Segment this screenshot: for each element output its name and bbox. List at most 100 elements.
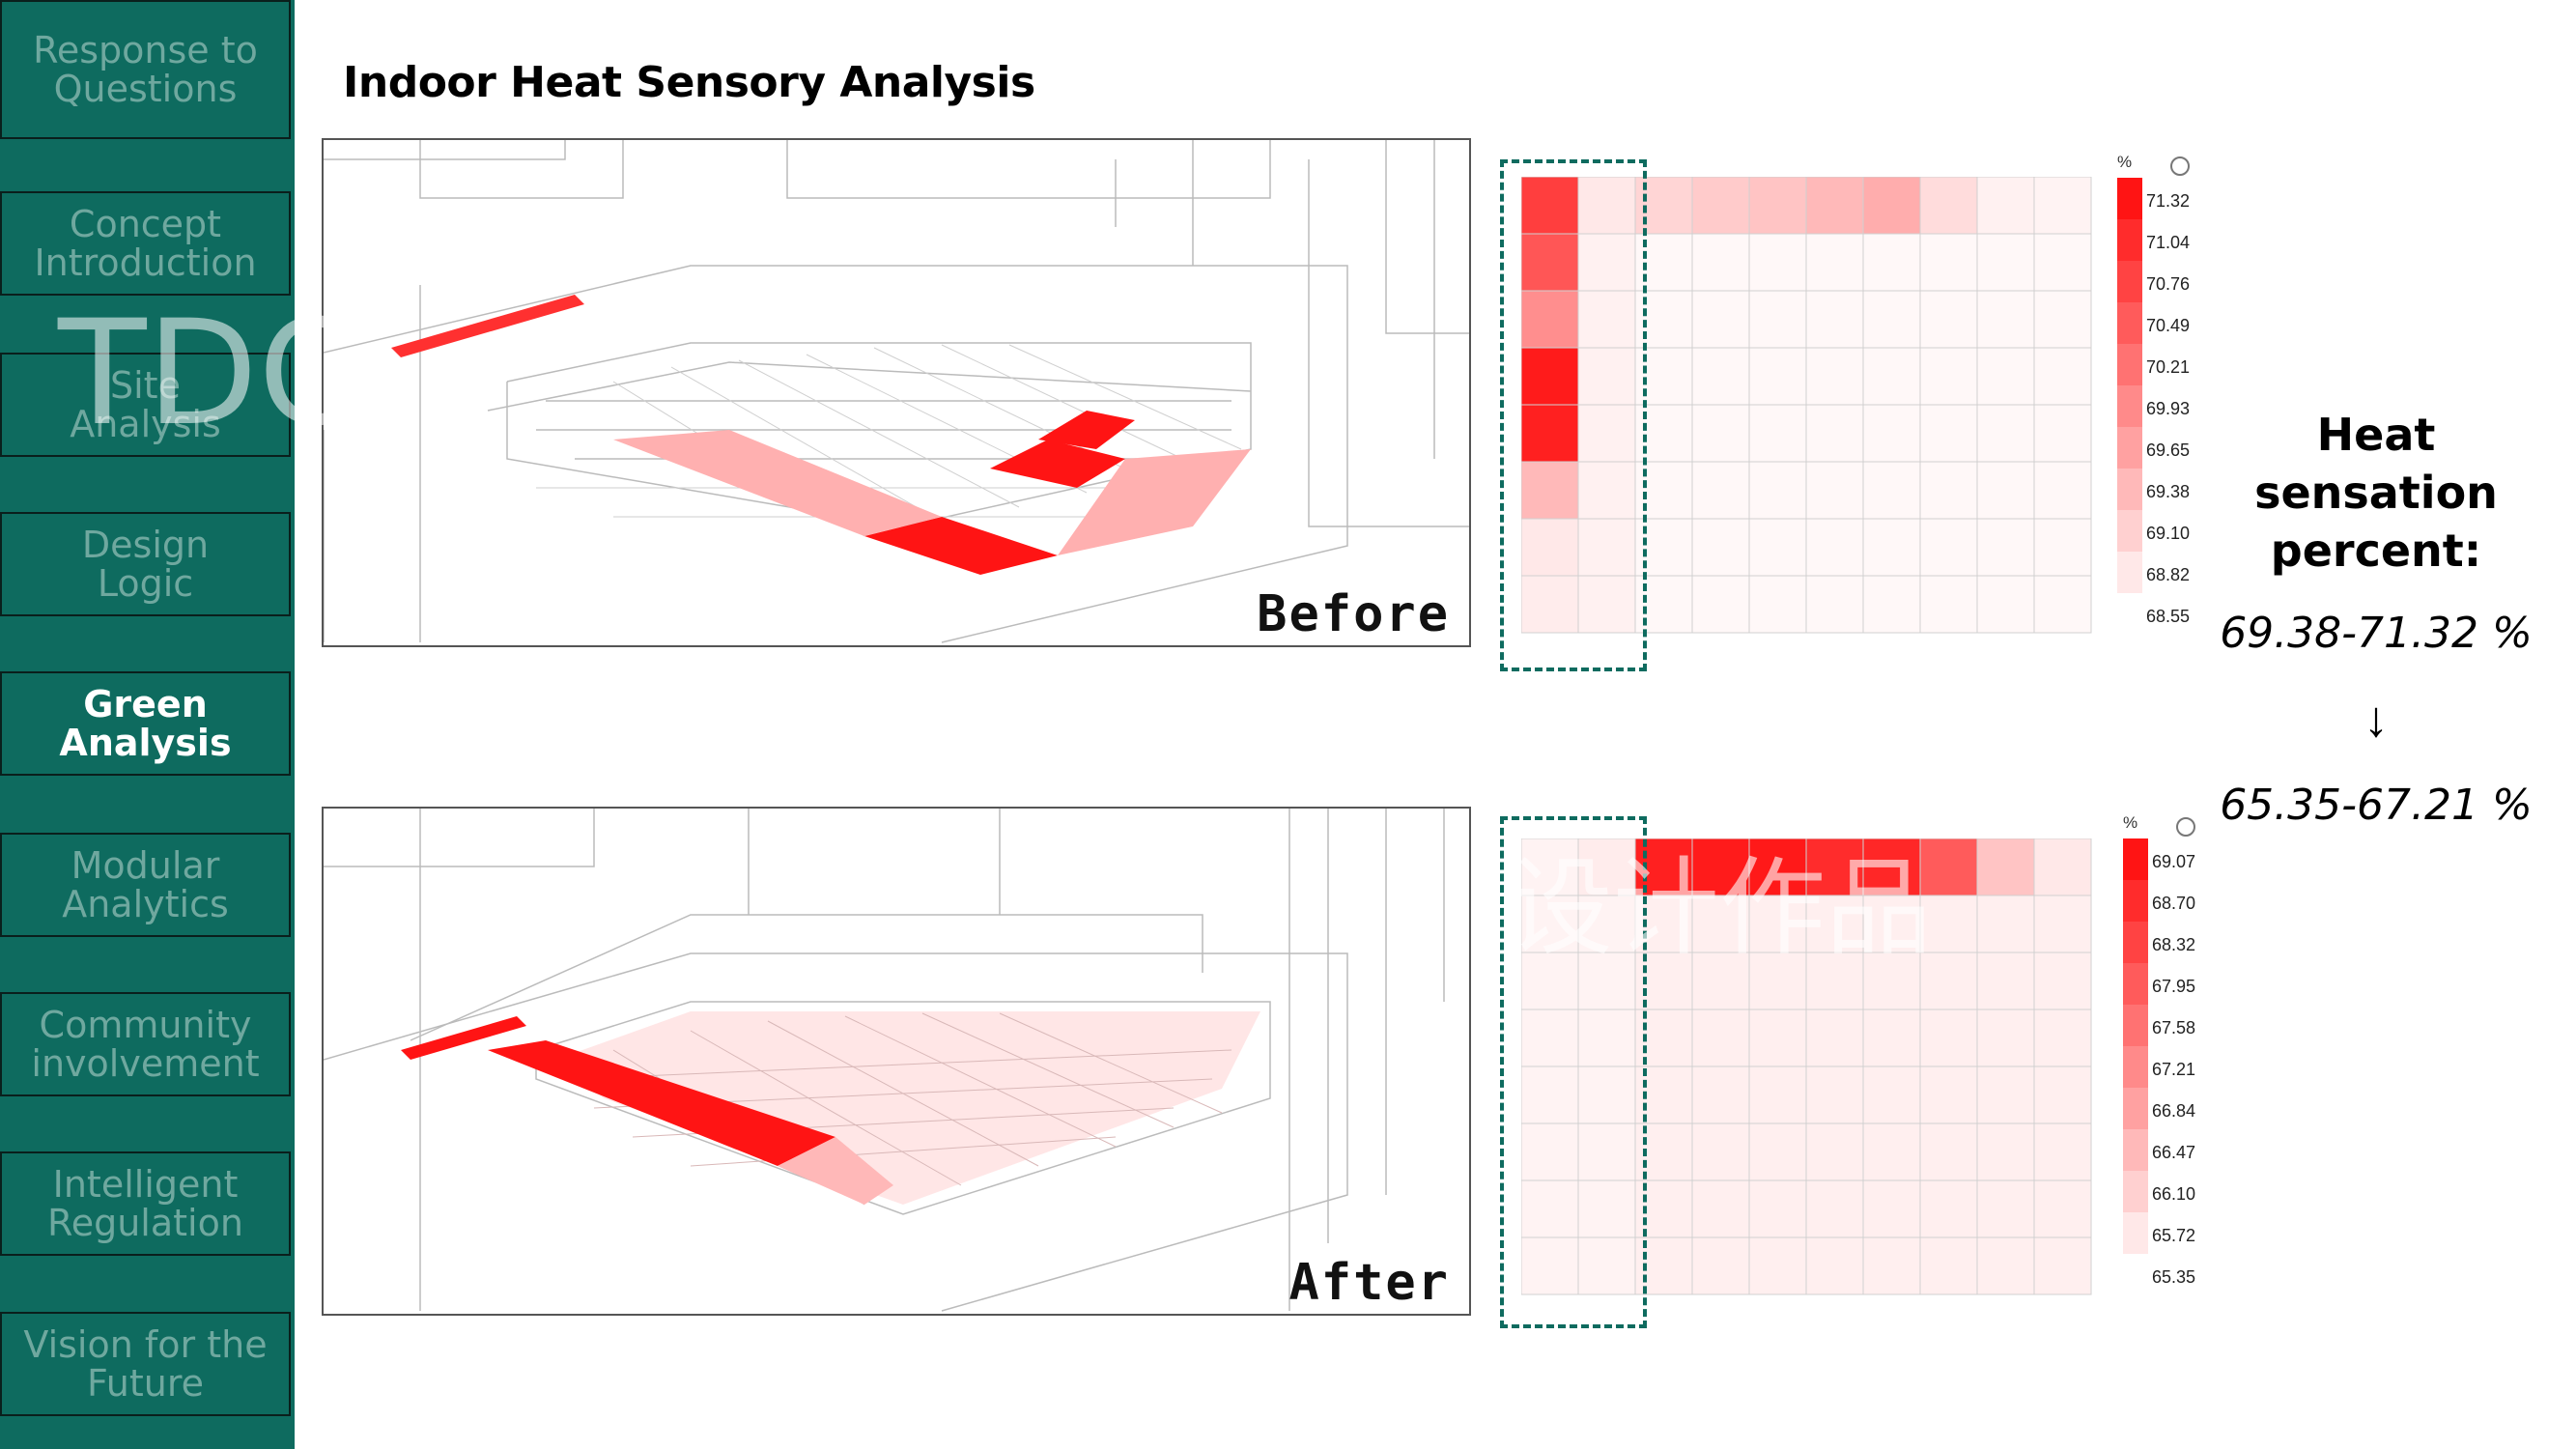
legend-swatch bbox=[2117, 510, 2142, 552]
before-heatmap-cell bbox=[1862, 404, 1921, 463]
after-heatmap-cell bbox=[1919, 1236, 1978, 1295]
sidebar-item-modular-analytics[interactable]: Modular Analytics bbox=[0, 833, 291, 937]
after-heatmap bbox=[1521, 838, 2101, 1302]
after-legend: % 69.07 68.70 68.32 67.95 67.58 67.21 66.84 66.… bbox=[2123, 813, 2220, 1306]
after-heatmap-cell bbox=[1919, 952, 1978, 1010]
before-heatmap-cell bbox=[1577, 404, 1636, 463]
before-heatmap-cell bbox=[1521, 404, 1579, 463]
sidebar-item-community-involvement[interactable]: Community involvement bbox=[0, 992, 291, 1096]
before-heatmap-cell bbox=[1805, 177, 1864, 235]
before-heatmap-cell bbox=[2033, 461, 2092, 520]
legend-swatch bbox=[2117, 219, 2142, 261]
legend-value: 65.72 bbox=[2152, 1226, 2196, 1245]
legend-swatch bbox=[2117, 593, 2142, 635]
before-heatmap-cell bbox=[1919, 177, 1978, 235]
sidebar-item-intelligent-regulation[interactable]: Intelligent Regulation bbox=[0, 1151, 291, 1256]
legend-value: 70.76 bbox=[2146, 274, 2191, 294]
before-heatmap-cell bbox=[1919, 404, 1978, 463]
sidebar-nav: Response to Questions Concept Introducti… bbox=[0, 0, 295, 1449]
sidebar-item-response-to-questions[interactable]: Response to Questions bbox=[0, 0, 291, 139]
legend-swatch bbox=[2123, 1005, 2148, 1046]
before-heatmap-cell bbox=[1976, 290, 2035, 349]
after-range: 65.35-67.21 % bbox=[2220, 781, 2533, 830]
before-heatmap-cell bbox=[1919, 461, 1978, 520]
legend-value: 67.21 bbox=[2152, 1060, 2196, 1079]
before-heatmap-cell bbox=[1805, 290, 1864, 349]
sidebar-item-site-analysis[interactable]: Site Analysis bbox=[0, 353, 291, 457]
before-heatmap-cell bbox=[1805, 233, 1864, 292]
before-heatmap-cell bbox=[1577, 233, 1636, 292]
legend-swatch bbox=[2117, 302, 2142, 344]
clock-icon bbox=[2176, 817, 2195, 837]
before-heatmap-cell bbox=[1976, 518, 2035, 577]
after-heatmap-cell bbox=[1805, 1122, 1864, 1181]
clock-icon bbox=[2170, 156, 2190, 176]
after-heatmap-cell bbox=[1976, 838, 2035, 896]
after-heatmap-cell bbox=[1976, 1009, 2035, 1067]
before-heatmap-cell bbox=[1805, 575, 1864, 634]
before-heatmap-cell bbox=[1862, 575, 1921, 634]
before-heatmap-cell bbox=[1919, 347, 1978, 406]
sidebar-item-design-logic[interactable]: Design Logic bbox=[0, 512, 291, 616]
before-heatmap-cell bbox=[1805, 518, 1864, 577]
before-heatmap-cell bbox=[1691, 518, 1750, 577]
before-heatmap-cell bbox=[1748, 575, 1807, 634]
before-heatmap-cell bbox=[1521, 575, 1579, 634]
before-heatmap-cell bbox=[1691, 461, 1750, 520]
legend-value: 68.55 bbox=[2146, 607, 2191, 626]
after-heatmap-cell bbox=[1919, 1122, 1978, 1181]
after-heatmap-cell bbox=[2033, 1065, 2092, 1124]
legend-value: 66.47 bbox=[2152, 1143, 2196, 1162]
legend-swatch bbox=[2117, 552, 2142, 593]
before-heatmap-cell bbox=[1976, 233, 2035, 292]
before-heatmap-cell bbox=[2033, 518, 2092, 577]
after-heatmap-cell bbox=[1976, 1236, 2035, 1295]
before-heatmap-cell bbox=[1691, 233, 1750, 292]
after-heatmap-cell bbox=[1748, 1065, 1807, 1124]
legend-swatch bbox=[2123, 922, 2148, 963]
after-heatmap-cell bbox=[1748, 1236, 1807, 1295]
after-heatmap-cell bbox=[1919, 1065, 1978, 1124]
after-heatmap-cell bbox=[1862, 1179, 1921, 1238]
sidebar-item-vision-for-the-future[interactable]: Vision for the Future bbox=[0, 1312, 291, 1416]
after-heatmap-cell bbox=[1521, 1065, 1579, 1124]
legend-swatch bbox=[2117, 178, 2142, 219]
before-heatmap-cell bbox=[1976, 177, 2035, 235]
after-heatmap-cell bbox=[1805, 1065, 1864, 1124]
before-legend: % 71.32 71.04 70.76 70.49 70.21 69.93 69.65 69.… bbox=[2117, 153, 2214, 645]
after-heatmap-cell bbox=[1691, 952, 1750, 1010]
before-heatmap-cell bbox=[2033, 575, 2092, 634]
before-heatmap-cell bbox=[1748, 290, 1807, 349]
before-heatmap-cell bbox=[1919, 233, 1978, 292]
before-heatmap-cell bbox=[1577, 575, 1636, 634]
before-heatmap-grid bbox=[1521, 177, 2092, 634]
before-heatmap-cell bbox=[1748, 461, 1807, 520]
legend-value: 69.38 bbox=[2146, 482, 2191, 501]
before-heatmap-cell bbox=[1976, 404, 2035, 463]
after-heatmap-cell bbox=[1976, 895, 2035, 953]
after-heatmap-cell bbox=[1976, 1065, 2035, 1124]
before-heatmap-cell bbox=[1805, 404, 1864, 463]
legend-swatch bbox=[2117, 261, 2142, 302]
legend-value: 67.58 bbox=[2152, 1018, 2196, 1037]
before-label: Before bbox=[1257, 585, 1450, 643]
after-heatmap-cell bbox=[1577, 1236, 1636, 1295]
after-heatmap-cell bbox=[1976, 952, 2035, 1010]
legend-swatch bbox=[2123, 1171, 2148, 1212]
legend-value: 66.10 bbox=[2152, 1184, 2196, 1204]
legend-swatch bbox=[2123, 838, 2148, 880]
after-heatmap-grid bbox=[1521, 838, 2092, 1295]
before-heatmap-cell bbox=[2033, 290, 2092, 349]
arrow-down-icon: ↓ bbox=[2364, 692, 2389, 748]
sidebar-item-concept-introduction[interactable]: Concept Introduction bbox=[0, 191, 291, 296]
after-heatmap-cell bbox=[1748, 1179, 1807, 1238]
after-heatmap-cell bbox=[1577, 1065, 1636, 1124]
after-heatmap-cell bbox=[1805, 1009, 1864, 1067]
after-heatmap-cell bbox=[1862, 838, 1921, 896]
legend-swatch bbox=[2123, 1046, 2148, 1088]
sidebar-item-green-analysis[interactable]: Green Analysis bbox=[0, 671, 291, 776]
after-heatmap-cell bbox=[2033, 952, 2092, 1010]
after-heatmap-cell bbox=[1805, 952, 1864, 1010]
legend-value: 68.32 bbox=[2152, 935, 2196, 954]
after-heatmap-cell bbox=[1748, 838, 1807, 896]
